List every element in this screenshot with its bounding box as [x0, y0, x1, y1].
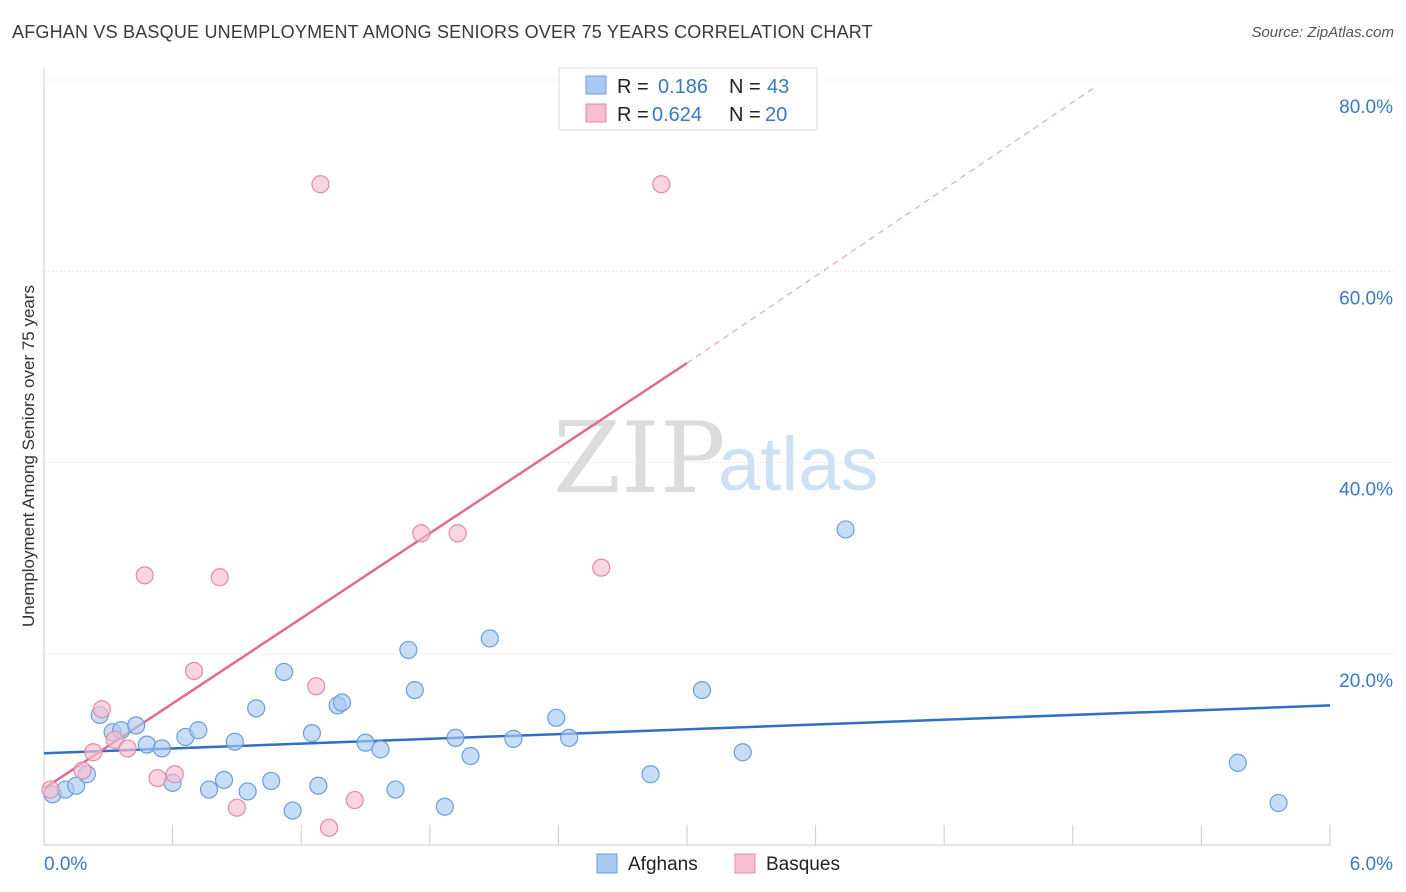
watermark-zip: ZIP	[553, 402, 726, 516]
point-basques-10	[210, 568, 229, 587]
series-legend-label-basques: Basques	[766, 854, 840, 875]
trend-lines	[43, 87, 1331, 790]
legend-n-label-afghans: N =	[729, 76, 761, 98]
point-basques-17	[448, 524, 467, 543]
point-basques-6	[135, 566, 154, 585]
point-basques-12	[307, 677, 326, 696]
legend-r-value-basques: 0.624	[652, 104, 702, 126]
point-basques-5	[118, 739, 137, 758]
point-basques-3	[92, 700, 111, 719]
x-tick-label-max: 6.0%	[1350, 854, 1393, 875]
legend-swatch-basques	[585, 103, 607, 123]
legend-swatch-afghans	[585, 75, 607, 95]
point-basques-8	[165, 765, 184, 784]
point-afghans-22	[309, 776, 328, 795]
trend-line-basques	[43, 362, 688, 790]
axes	[43, 68, 1331, 846]
watermark: ZIP atlas	[553, 402, 879, 516]
point-basques-13	[311, 175, 330, 194]
point-afghans-32	[461, 746, 480, 766]
point-afghans-29	[405, 680, 424, 700]
point-afghans-25	[356, 733, 375, 752]
point-afghans-12	[189, 721, 208, 740]
chart-title: AFGHAN VS BASQUE UNEMPLOYMENT AMONG SENI…	[12, 22, 873, 42]
y-tick-label-20: 20.0%	[1339, 671, 1393, 692]
series-legend: Afghans Basques	[596, 853, 840, 875]
trend-line-basques-extension	[686, 87, 1095, 364]
source-credit: Source: ZipAtlas.com	[1251, 24, 1394, 41]
point-afghans-26	[371, 740, 390, 759]
point-basques-11	[227, 798, 246, 817]
y-tick-label-80: 80.0%	[1339, 97, 1393, 118]
y-tick-labels: 20.0% 40.0% 60.0% 80.0%	[1339, 97, 1393, 692]
point-basques-0	[41, 780, 60, 799]
x-tick-label-min: 0.0%	[44, 854, 87, 875]
point-basques-18	[592, 558, 611, 577]
point-basques-7	[148, 768, 167, 788]
point-afghans-42	[1269, 793, 1288, 813]
legend-n-value-basques: 20	[765, 104, 787, 126]
y-tick-label-40: 40.0%	[1339, 480, 1393, 501]
point-basques-19	[652, 175, 671, 194]
data-points	[41, 175, 1288, 837]
trend-line-afghans	[43, 704, 1331, 755]
point-basques-1	[73, 761, 92, 780]
point-afghans-41	[1228, 753, 1247, 772]
point-basques-14	[319, 818, 339, 837]
series-legend-label-afghans: Afghans	[628, 854, 698, 875]
point-afghans-8	[137, 735, 156, 754]
point-afghans-35	[547, 708, 566, 727]
legend-n-label-basques: N =	[729, 104, 761, 126]
point-afghans-28	[399, 640, 418, 660]
point-afghans-20	[283, 801, 302, 820]
legend-r-label-afghans: R =	[617, 76, 649, 98]
point-afghans-14	[214, 770, 234, 790]
point-afghans-33	[480, 629, 499, 648]
legend-n-value-afghans: 43	[767, 76, 789, 98]
point-afghans-27	[386, 780, 405, 799]
point-basques-4	[105, 730, 124, 749]
point-afghans-39	[733, 743, 752, 762]
point-afghans-40	[836, 520, 855, 539]
point-afghans-21	[302, 724, 322, 743]
point-basques-9	[184, 661, 204, 681]
point-basques-16	[412, 524, 431, 543]
point-afghans-13	[199, 780, 219, 799]
point-afghans-16	[238, 782, 257, 801]
point-afghans-31	[446, 728, 465, 748]
stats-legend: R = 0.186 N = 43 R = 0.624 N = 20	[558, 67, 818, 131]
point-afghans-2	[67, 776, 86, 795]
y-tick-label-60: 60.0%	[1339, 288, 1393, 309]
point-afghans-18	[262, 771, 281, 791]
series-legend-swatch-afghans	[596, 853, 618, 874]
point-afghans-9	[152, 739, 171, 758]
point-afghans-34	[504, 729, 523, 748]
y-axis-label: Unemployment Among Seniors over 75 years	[19, 285, 38, 627]
legend-r-label-basques: R =	[617, 104, 649, 126]
point-basques-2	[84, 743, 103, 762]
point-afghans-38	[692, 680, 712, 700]
point-afghans-30	[435, 797, 454, 816]
point-afghans-19	[274, 662, 294, 682]
point-afghans-17	[247, 699, 266, 718]
watermark-atlas: atlas	[718, 422, 879, 507]
point-afghans-36	[560, 728, 579, 748]
grid-lines	[44, 79, 1393, 655]
point-afghans-15	[225, 732, 244, 751]
point-afghans-7	[127, 716, 146, 735]
point-afghans-24	[332, 693, 352, 712]
point-afghans-37	[641, 765, 660, 784]
series-legend-swatch-basques	[734, 853, 756, 874]
point-basques-15	[345, 790, 364, 810]
legend-r-value-afghans: 0.186	[658, 76, 708, 98]
